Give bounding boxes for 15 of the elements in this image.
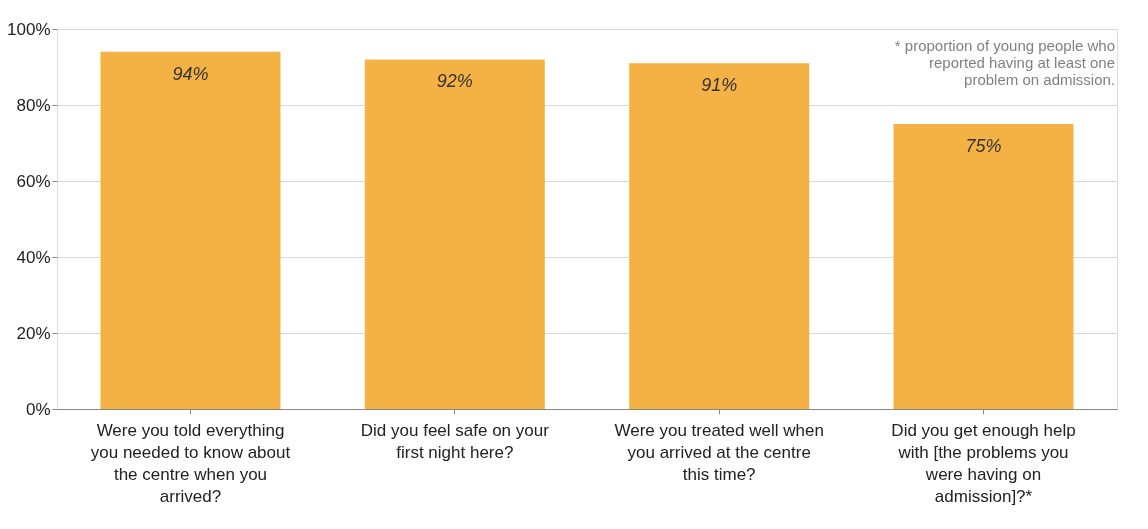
data-label: 94% — [172, 63, 209, 84]
annotation: * proportion of young people who reported having at least one problem on admission. — [894, 37, 1115, 88]
y-tick-label: 20% — [16, 323, 51, 343]
x-tick-label: Were you told everything you needed to know about the centre when you arrived? — [90, 420, 291, 506]
y-tick-label: 40% — [16, 247, 51, 267]
y-tick-label: 0% — [25, 399, 51, 419]
x-tick-label: Did you feel safe on your first night here? — [360, 420, 550, 462]
data-label: 92% — [436, 71, 473, 92]
x-tick-label: Did you get enough help with [the problems you were having on admission]?* — [891, 420, 1076, 506]
data-label: 91% — [701, 75, 738, 96]
y-tick-label: 100% — [7, 19, 51, 39]
x-tick-label: Were you treated well when you arrived at the centre this time? — [614, 420, 824, 484]
y-tick-label: 60% — [16, 171, 51, 191]
data-label: 75% — [965, 136, 1002, 156]
y-tick-label: 80% — [16, 95, 51, 115]
